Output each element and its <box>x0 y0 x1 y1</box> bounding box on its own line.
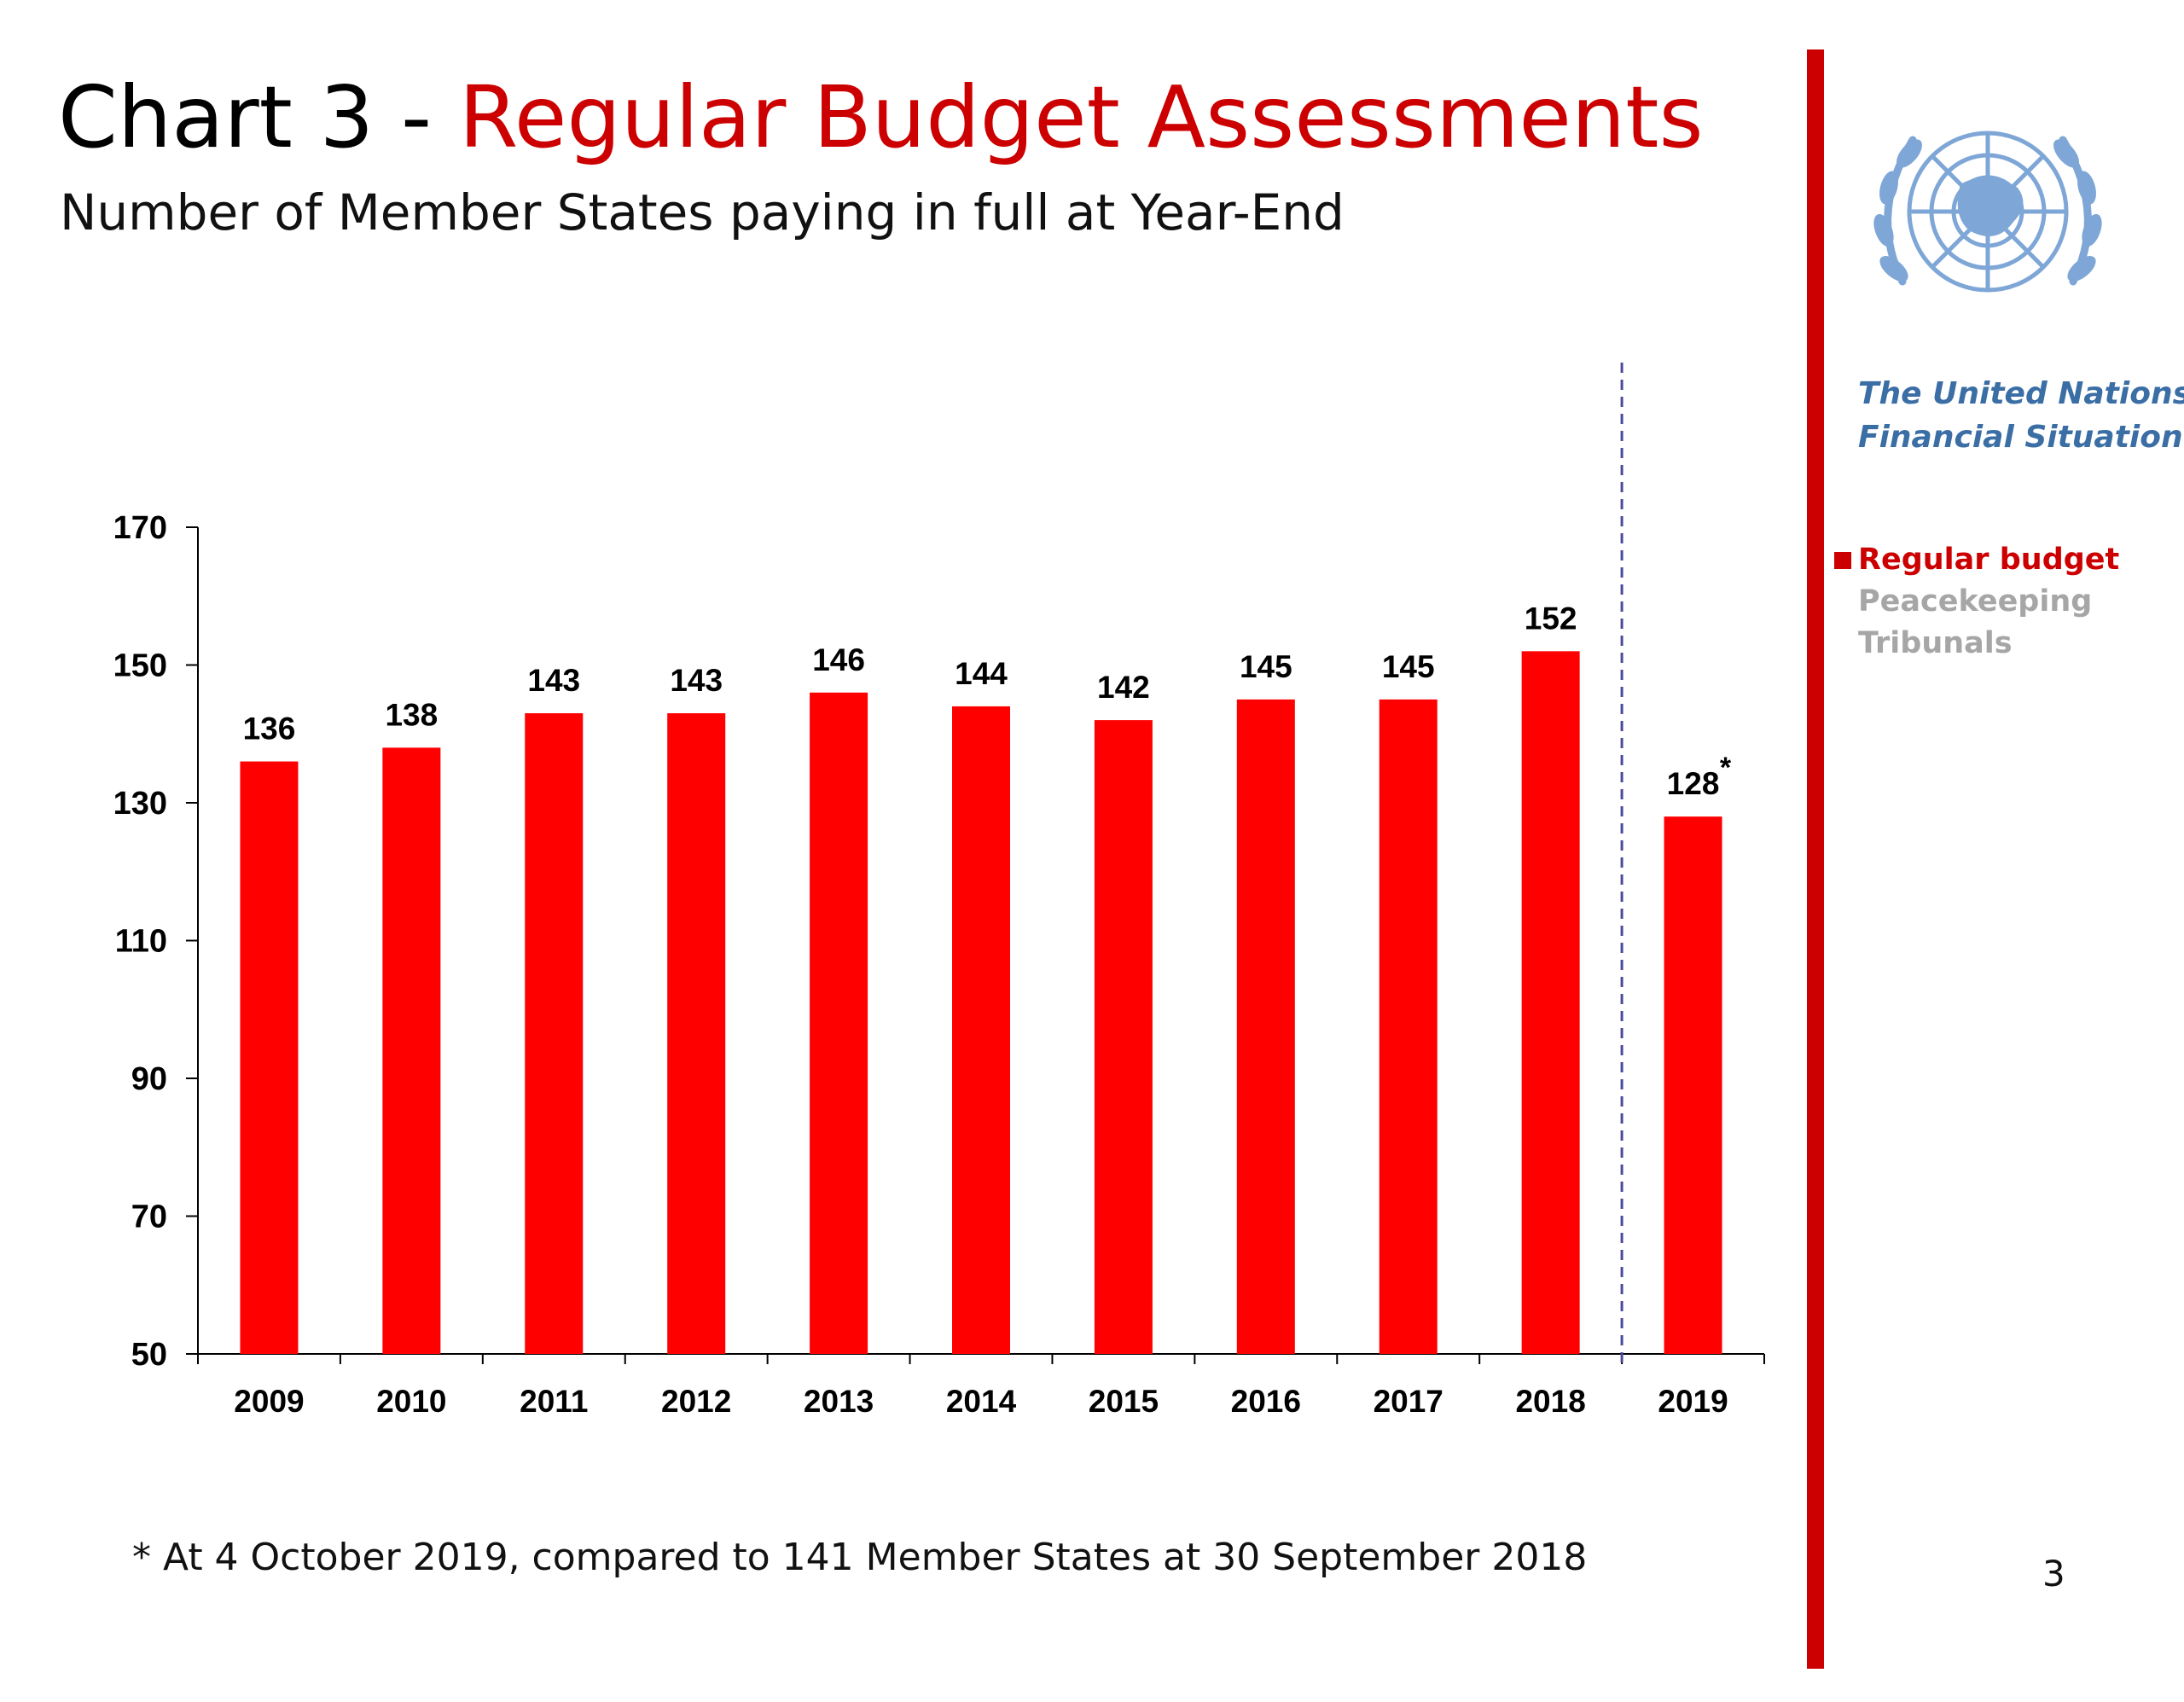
annotation-marker: * <box>1720 752 1732 784</box>
bar <box>952 706 1010 1354</box>
title-main: Regular Budget Assessments <box>458 67 1704 167</box>
x-tick-label: 2009 <box>234 1384 304 1419</box>
data-label: 138 <box>385 697 438 732</box>
nav-item-label: Regular budget <box>1858 543 2120 577</box>
data-label: 142 <box>1097 670 1150 705</box>
bar <box>1379 699 1438 1354</box>
sidebar-title-line2: Financial Situation <box>1858 420 2183 455</box>
y-tick-label: 90 <box>131 1061 167 1097</box>
y-tick-label: 130 <box>113 786 167 822</box>
active-bullet-icon <box>1834 552 1851 569</box>
page-number: 3 <box>2042 1553 2065 1595</box>
data-label: 143 <box>527 663 580 698</box>
x-tick-label: 2013 <box>804 1384 874 1419</box>
data-label: 152 <box>1525 601 1577 636</box>
bar <box>1664 816 1722 1354</box>
data-label: 145 <box>1382 649 1435 684</box>
nav-item-label: Tribunals <box>1858 626 2013 660</box>
bar-chart: 50 70 90 110 130 150 170 136 2009 138 2010 143 2011 1… <box>113 363 1765 1419</box>
x-tick-label: 2014 <box>946 1384 1017 1419</box>
x-tick-label: 2017 <box>1374 1384 1443 1419</box>
x-tick-label: 2016 <box>1231 1384 1301 1419</box>
bar <box>525 713 584 1354</box>
data-label: 146 <box>812 642 865 677</box>
un-emblem-icon <box>1873 131 2102 293</box>
y-tick-label: 170 <box>113 510 167 546</box>
nav-item-regular-budget[interactable]: Regular budget <box>1834 539 2119 581</box>
y-tick-label: 150 <box>113 648 167 684</box>
bar <box>1521 651 1580 1354</box>
bar <box>667 713 726 1354</box>
x-tick-label: 2019 <box>1658 1384 1728 1419</box>
nav-item-label: Peacekeeping <box>1858 584 2093 619</box>
y-tick-label: 110 <box>115 924 167 960</box>
bar <box>810 692 868 1354</box>
bar <box>1094 720 1153 1354</box>
x-tick-label: 2018 <box>1515 1384 1585 1419</box>
data-label: 128 <box>1667 766 1720 801</box>
footnote: * At 4 October 2019, compared to 141 Mem… <box>132 1536 1588 1579</box>
y-tick-label: 70 <box>131 1200 167 1235</box>
data-label: 143 <box>670 663 723 698</box>
x-tick-label: 2015 <box>1089 1384 1159 1419</box>
chart-title: Chart 3 - Regular Budget Assessments <box>58 67 1704 169</box>
nav-item-peacekeeping[interactable]: Peacekeeping <box>1834 581 2119 623</box>
x-tick-label: 2010 <box>376 1384 446 1419</box>
bar <box>240 761 299 1354</box>
title-prefix: Chart 3 - <box>58 67 459 167</box>
sidebar-title-line1: The United Nations <box>1858 376 2184 411</box>
bar <box>382 747 441 1354</box>
data-label: 144 <box>955 656 1008 691</box>
nav-item-tribunals[interactable]: Tribunals <box>1834 623 2119 665</box>
sidebar-divider <box>1807 49 1824 1669</box>
y-tick-label: 50 <box>131 1337 167 1373</box>
sidebar-title: The United Nations Financial Situation <box>1858 372 2184 459</box>
bar <box>1236 699 1295 1354</box>
chart-subtitle: Number of Member States paying in full a… <box>60 183 1345 241</box>
data-label: 136 <box>243 712 296 746</box>
data-label: 145 <box>1240 649 1292 684</box>
x-tick-label: 2011 <box>520 1384 588 1419</box>
x-tick-label: 2012 <box>661 1384 731 1419</box>
sidebar-nav: Regular budget Peacekeeping Tribunals <box>1834 539 2119 665</box>
